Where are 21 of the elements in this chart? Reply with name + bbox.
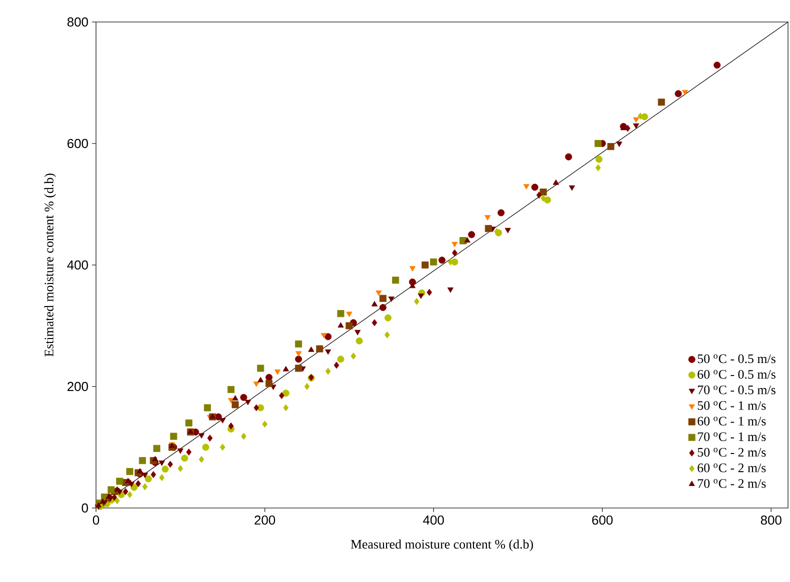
- y-tick-label: 600: [68, 138, 88, 148]
- x-tick-label: 800: [760, 516, 782, 525]
- legend-label: 50 $^{o}$C - 2 m/s: [698, 448, 766, 457]
- y-tick-label: 0: [82, 503, 88, 513]
- legend-label: 50 $^{o}$C - 0.5 m/s: [698, 354, 776, 364]
- y-axis-title: Estimated moisture content % (d.b): [44, 174, 56, 357]
- x-tick-label: 0: [92, 516, 100, 525]
- x-tick-label: 400: [423, 516, 444, 525]
- x-axis-title: Measured moisture content % (d.b): [350, 540, 533, 552]
- x-tick-label: 600: [592, 516, 613, 525]
- y-tick-label: 200: [68, 382, 88, 392]
- legend-label: 70 $^{o}$C - 1 m/s: [698, 432, 766, 442]
- y-tick-label: 800: [67, 17, 88, 27]
- legend-label: 70 $^{o}$C - 0.5 m/s: [698, 386, 776, 394]
- x-tick-label: 200: [254, 516, 276, 525]
- legend-label: 50 $^{o}$C - 1 m/s: [698, 401, 766, 410]
- y-tick-label: 400: [67, 260, 88, 270]
- legend-label: 60 $^{o}$C - 1 m/s: [698, 416, 766, 426]
- legend-label: 70 $^{o}$C - 2 m/s: [698, 479, 766, 488]
- legend-label: 60 $^{o}$C - 2 m/s: [698, 464, 766, 472]
- legend-label: 60 $^{o}$C - 0.5 m/s: [698, 370, 776, 379]
